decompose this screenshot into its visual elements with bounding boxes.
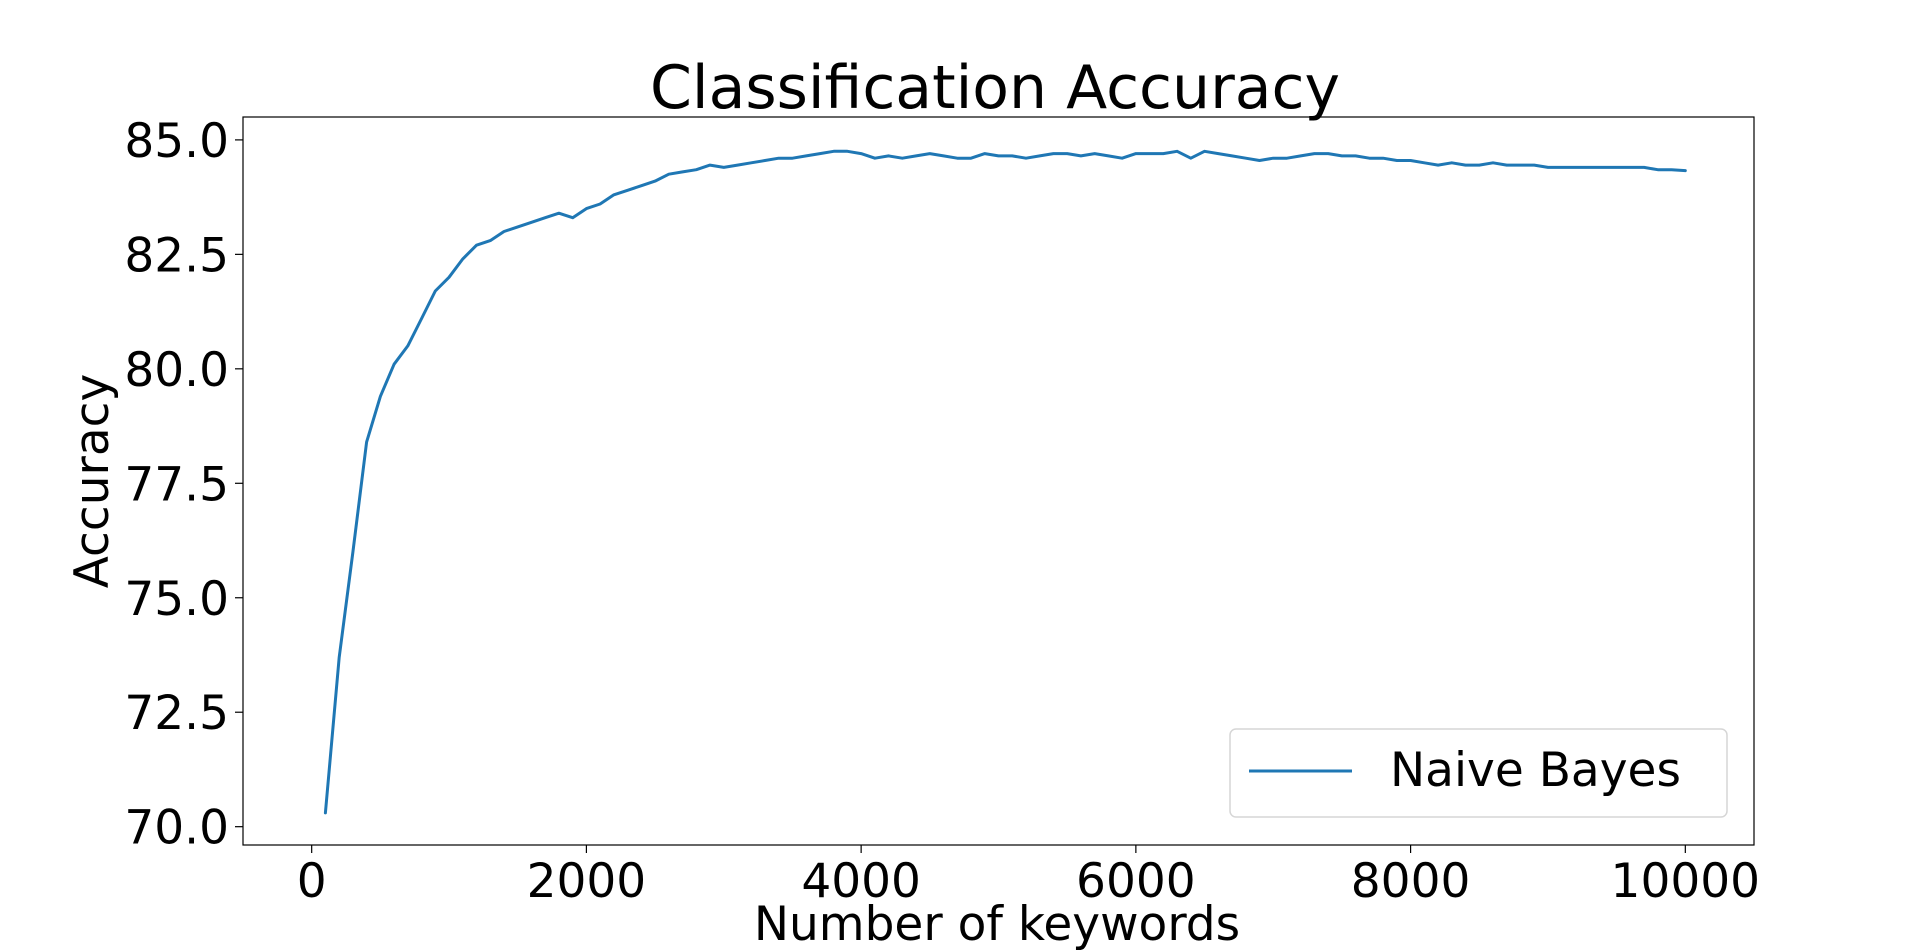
x-tick-label: 2000 [527, 854, 647, 909]
y-tick-label: 80.0 [124, 343, 229, 398]
legend: Naive Bayes [1229, 728, 1728, 818]
x-tick-label: 0 [297, 854, 327, 909]
y-tick-label: 75.0 [124, 572, 229, 627]
x-tick-label: 4000 [801, 854, 921, 909]
x-axis-label: Number of keywords [754, 897, 1240, 951]
y-tick-label: 77.5 [124, 457, 229, 512]
x-tick-label: 6000 [1076, 854, 1196, 909]
x-tick-label: 8000 [1351, 854, 1471, 909]
plot-frame [242, 116, 1755, 846]
y-axis-label: Accuracy [65, 374, 120, 589]
x-axis: 0 2000 4000 6000 8000 10000 [297, 845, 1760, 909]
series-group [323, 149, 1687, 815]
y-tick-label: 82.5 [124, 228, 229, 283]
x-tick-label: 10000 [1611, 854, 1761, 909]
y-axis: 70.0 72.5 75.0 77.5 80.0 82.5 85.0 [124, 114, 243, 856]
legend-label: Naive Bayes [1390, 743, 1681, 798]
legend-box [1229, 728, 1728, 818]
series-line [323, 149, 1687, 815]
y-tick-label: 85.0 [124, 114, 229, 169]
y-tick-label: 72.5 [124, 686, 229, 741]
chart-title: Classification Accuracy [650, 53, 1340, 123]
y-tick-label: 70.0 [124, 801, 229, 856]
